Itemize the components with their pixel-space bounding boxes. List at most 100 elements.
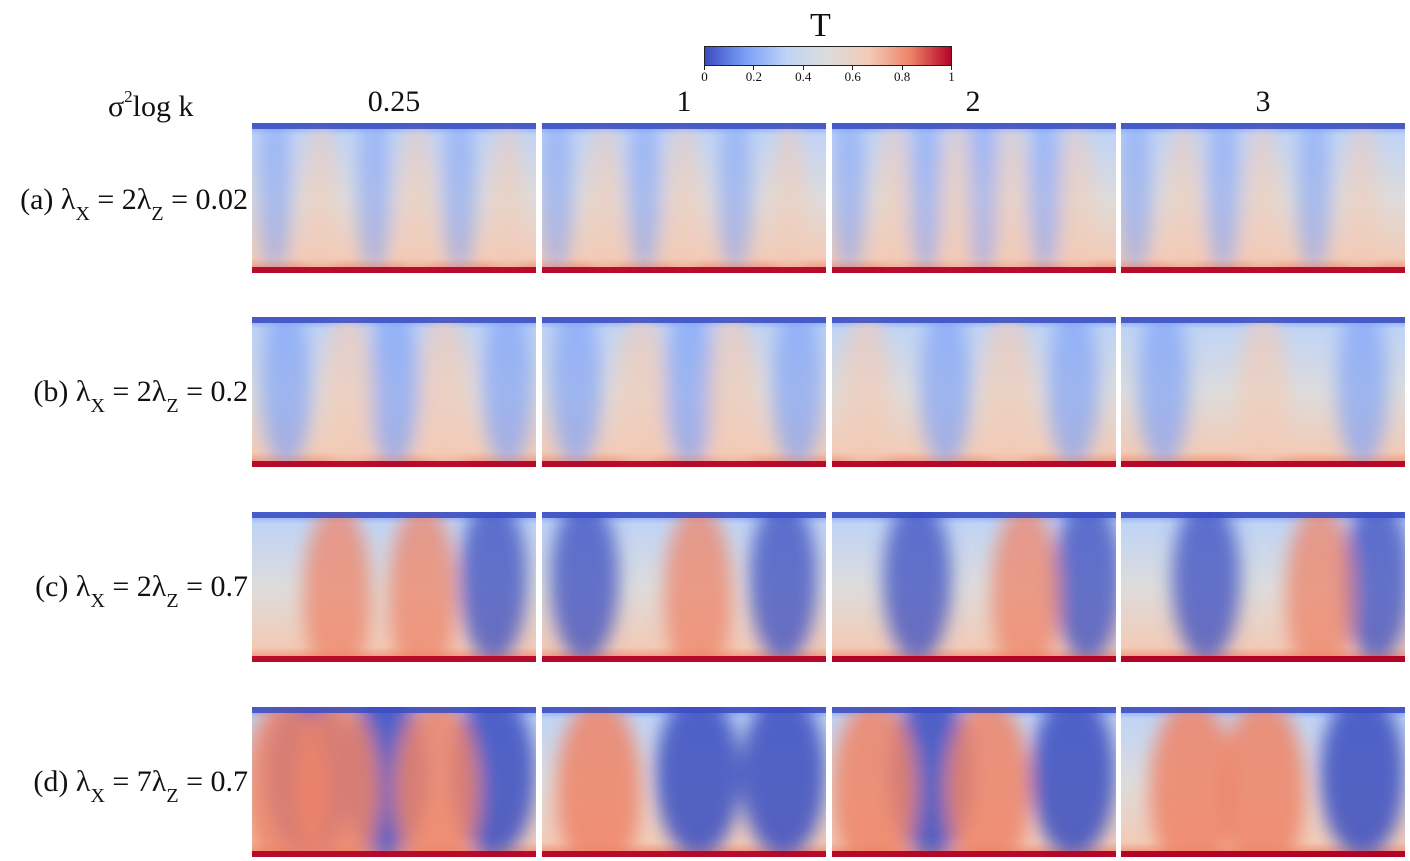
temperature-field-panel xyxy=(252,123,536,273)
cold-plume xyxy=(920,317,972,467)
colorbar-tick-label: 0 xyxy=(701,69,708,84)
cold-plume xyxy=(1138,317,1190,467)
hot-plume xyxy=(664,512,733,662)
cold-plume xyxy=(1342,512,1405,662)
top-boundary-band xyxy=(252,123,536,129)
hot-plume xyxy=(323,317,375,467)
cold-plume xyxy=(740,707,826,857)
cold-plume xyxy=(1319,707,1405,857)
top-boundary-band xyxy=(542,317,826,323)
hot-plume xyxy=(1345,123,1380,273)
hot-plume xyxy=(1285,512,1354,662)
hot-plume xyxy=(587,123,622,273)
cold-plume xyxy=(832,123,867,273)
colorbar-tick-label: 0.6 xyxy=(844,69,861,84)
colorbar-tick-mark xyxy=(802,66,804,70)
top-boundary-band xyxy=(542,123,826,129)
temperature-field-panel xyxy=(542,123,826,273)
bottom-boundary-band xyxy=(1121,656,1405,662)
cold-plume xyxy=(1047,317,1099,467)
colorbar-tick-label: 0.2 xyxy=(745,69,763,84)
hot-plume xyxy=(945,707,1031,857)
hot-plume xyxy=(556,707,642,857)
hot-plume xyxy=(615,317,667,467)
cold-plume xyxy=(627,123,662,273)
cold-plume xyxy=(1206,123,1241,273)
bottom-boundary-band xyxy=(542,461,826,467)
hot-plume xyxy=(1059,123,1094,273)
top-boundary-band xyxy=(1121,317,1405,323)
top-boundary-band xyxy=(832,317,1116,323)
hot-plume xyxy=(993,123,1028,273)
bottom-boundary-band xyxy=(832,656,1116,662)
top-boundary-band xyxy=(252,317,536,323)
temperature-field-panel xyxy=(1121,512,1405,662)
temperature-field-panel xyxy=(252,512,536,662)
bottom-boundary-band xyxy=(252,461,536,467)
temperature-field-panel xyxy=(542,512,826,662)
bottom-boundary-band xyxy=(832,267,1116,273)
top-boundary-band xyxy=(1121,123,1405,129)
hot-plume xyxy=(939,123,974,273)
hot-plume xyxy=(303,123,338,273)
hot-plume xyxy=(399,123,434,273)
top-boundary-band xyxy=(1121,512,1405,518)
cold-plume xyxy=(1297,123,1332,273)
cold-plume xyxy=(1027,123,1063,273)
cold-plume xyxy=(482,317,534,467)
cold-plume xyxy=(1053,512,1116,662)
column-header: 2 xyxy=(965,85,981,118)
colorbar-tick-mark xyxy=(852,66,854,70)
hot-plume xyxy=(840,317,892,467)
hot-plume xyxy=(1237,317,1289,467)
cold-plume xyxy=(550,512,619,662)
cold-plume xyxy=(1030,707,1116,857)
cold-plume xyxy=(260,317,312,467)
cold-plume xyxy=(1121,123,1153,273)
bottom-boundary-band xyxy=(542,851,826,857)
temperature-field-panel xyxy=(542,317,826,467)
hot-plume xyxy=(394,707,480,857)
hot-plume xyxy=(419,317,471,467)
hot-plume xyxy=(303,512,372,662)
hot-plume xyxy=(294,707,380,857)
bottom-boundary-band xyxy=(1121,461,1405,467)
column-variable-label: σ2log k xyxy=(108,80,194,127)
panel-background xyxy=(252,123,536,273)
top-boundary-band xyxy=(1121,707,1405,713)
temperature-field-panel xyxy=(542,707,826,857)
column-header: 0.25 xyxy=(367,85,421,118)
cold-plume xyxy=(550,317,602,467)
hot-plume xyxy=(1166,123,1201,273)
temperature-field-panel xyxy=(252,317,536,467)
cold-plume xyxy=(257,123,292,273)
cold-plume xyxy=(357,123,392,273)
cold-plume xyxy=(1336,317,1388,467)
cold-plume xyxy=(655,707,741,857)
top-boundary-band xyxy=(252,512,536,518)
hot-plume xyxy=(666,123,702,273)
cold-plume xyxy=(749,512,818,662)
cold-plume xyxy=(459,512,528,662)
top-boundary-band xyxy=(832,123,1116,129)
top-boundary-band xyxy=(542,707,826,713)
cold-plume xyxy=(965,123,1000,273)
hot-plume xyxy=(388,512,457,662)
temperature-field-panel xyxy=(832,123,1116,273)
bottom-boundary-band xyxy=(252,656,536,662)
hot-plume xyxy=(706,317,758,467)
temperature-field-panel xyxy=(1121,123,1405,273)
colorbar-tick-label: 0.8 xyxy=(893,69,911,84)
column-header: 3 xyxy=(1255,85,1271,118)
row-label-a: (a) λX = 2λZ = 0.02 xyxy=(20,183,248,225)
colorbar-tick-mark xyxy=(704,66,705,70)
hot-plume xyxy=(1245,123,1281,273)
cold-plume xyxy=(664,317,716,467)
hot-plume xyxy=(832,707,918,857)
top-boundary-band xyxy=(252,707,536,713)
temperature-field-panel xyxy=(1121,317,1405,467)
bottom-boundary-band xyxy=(542,267,826,273)
hot-plume xyxy=(490,123,525,273)
column-header: 1 xyxy=(676,85,692,118)
bottom-boundary-band xyxy=(1121,851,1405,857)
